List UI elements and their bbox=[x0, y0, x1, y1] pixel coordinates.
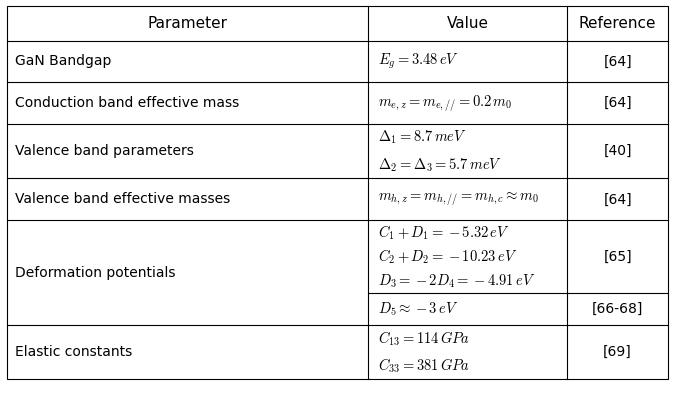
Text: $D_{5} \approx -3\,eV$: $D_{5} \approx -3\,eV$ bbox=[378, 301, 458, 318]
Text: $E_{g} =3.48\,eV$: $E_{g} =3.48\,eV$ bbox=[378, 52, 459, 71]
Text: [40]: [40] bbox=[603, 144, 632, 158]
Text: $C_{33} =381\,GPa$: $C_{33} =381\,GPa$ bbox=[378, 356, 470, 375]
Text: Conduction band effective mass: Conduction band effective mass bbox=[15, 96, 239, 110]
Text: $C_{2} +D_{2} =-10.23\,eV$: $C_{2} +D_{2} =-10.23\,eV$ bbox=[378, 247, 517, 266]
Bar bbox=[7, 6, 668, 379]
Text: $C_{1} +D_{1} =-5.32\,eV$: $C_{1} +D_{1} =-5.32\,eV$ bbox=[378, 223, 510, 242]
Text: [64]: [64] bbox=[603, 96, 632, 110]
Text: Valence band parameters: Valence band parameters bbox=[15, 144, 194, 158]
Text: Value: Value bbox=[446, 16, 489, 31]
Text: $\Delta_{2} =\Delta_{3} =5.7\,meV$: $\Delta_{2} =\Delta_{3} =5.7\,meV$ bbox=[378, 156, 502, 173]
Text: GaN Bandgap: GaN Bandgap bbox=[15, 54, 111, 69]
Text: Parameter: Parameter bbox=[147, 16, 227, 31]
Text: Elastic constants: Elastic constants bbox=[15, 345, 132, 359]
Text: $\Delta_{1} =8.7\,meV$: $\Delta_{1} =8.7\,meV$ bbox=[378, 129, 467, 146]
Text: [64]: [64] bbox=[603, 54, 632, 69]
Text: $m_{e,z} =m_{e,//} =0.2\,m_{0}$: $m_{e,z} =m_{e,//} =0.2\,m_{0}$ bbox=[378, 93, 512, 114]
Text: Reference: Reference bbox=[579, 16, 656, 31]
Text: [66-68]: [66-68] bbox=[592, 302, 643, 316]
Text: [65]: [65] bbox=[603, 250, 632, 264]
Text: [64]: [64] bbox=[603, 192, 632, 206]
Text: Valence band effective masses: Valence band effective masses bbox=[15, 192, 230, 206]
Text: $D_{3} =-2D_{4} =-4.91\,eV$: $D_{3} =-2D_{4} =-4.91\,eV$ bbox=[378, 273, 535, 290]
Text: $C_{13} =114\,GPa$: $C_{13} =114\,GPa$ bbox=[378, 329, 470, 348]
Text: [69]: [69] bbox=[603, 345, 632, 359]
Text: Deformation potentials: Deformation potentials bbox=[15, 265, 176, 280]
Text: $m_{h,z} =m_{h,//} =m_{h,c} \approx m_{0}$: $m_{h,z} =m_{h,//} =m_{h,c} \approx m_{0… bbox=[378, 191, 539, 208]
